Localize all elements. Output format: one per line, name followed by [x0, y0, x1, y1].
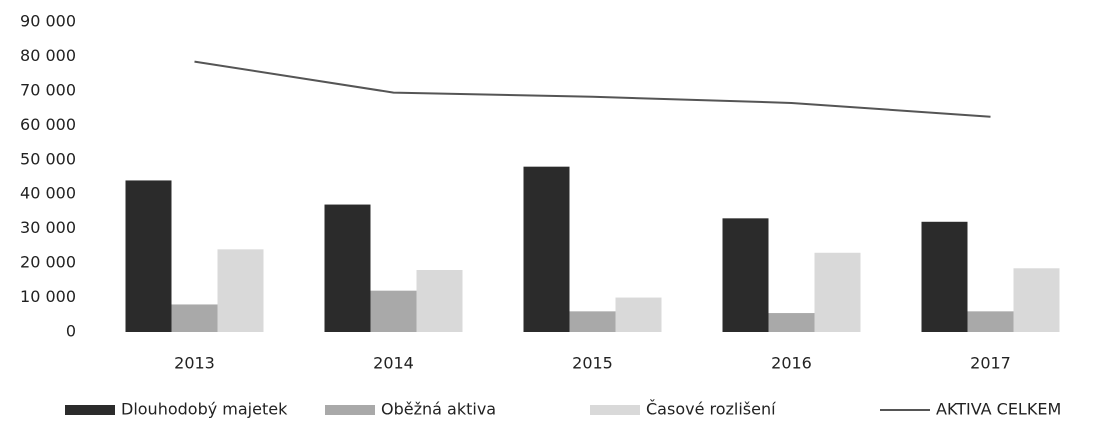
y-tick-label: 30 000	[20, 218, 76, 237]
bar	[171, 304, 218, 332]
legend-label: Oběžná aktiva	[381, 400, 496, 419]
bar	[768, 313, 815, 332]
line	[194, 60, 991, 118]
bar	[921, 221, 968, 332]
legend-swatch	[590, 405, 640, 415]
y-tick-label: 40 000	[20, 184, 76, 203]
bar	[125, 180, 172, 332]
bar	[523, 166, 570, 332]
bar	[416, 270, 463, 332]
bar	[615, 297, 662, 332]
bar	[814, 252, 861, 332]
y-tick-label: 10 000	[20, 287, 76, 306]
legend-label: Časové rozlišení	[646, 400, 776, 419]
bar	[217, 249, 264, 332]
legend-label: AKTIVA CELKEM	[936, 400, 1061, 419]
y-tick-label: 80 000	[20, 46, 76, 65]
y-tick-label: 20 000	[20, 253, 76, 272]
bar	[967, 311, 1014, 332]
y-tick-label: 0	[66, 322, 76, 341]
bar	[569, 311, 616, 332]
bar	[324, 204, 371, 332]
x-tick-label: 2016	[771, 354, 812, 373]
bar	[722, 218, 769, 332]
legend-label: Dlouhodobý majetek	[121, 400, 288, 419]
y-tick-label: 50 000	[20, 149, 76, 168]
legend-swatch	[65, 405, 115, 415]
x-tick-label: 2014	[373, 354, 414, 373]
x-tick-label: 2015	[572, 354, 613, 373]
bar	[370, 290, 417, 332]
bar	[1013, 268, 1060, 332]
x-tick-label: 2013	[174, 354, 215, 373]
legend-swatch	[325, 405, 375, 415]
y-tick-label: 90 000	[20, 12, 76, 31]
x-tick-label: 2017	[970, 354, 1011, 373]
y-tick-label: 70 000	[20, 80, 76, 99]
y-tick-label: 60 000	[20, 115, 76, 134]
